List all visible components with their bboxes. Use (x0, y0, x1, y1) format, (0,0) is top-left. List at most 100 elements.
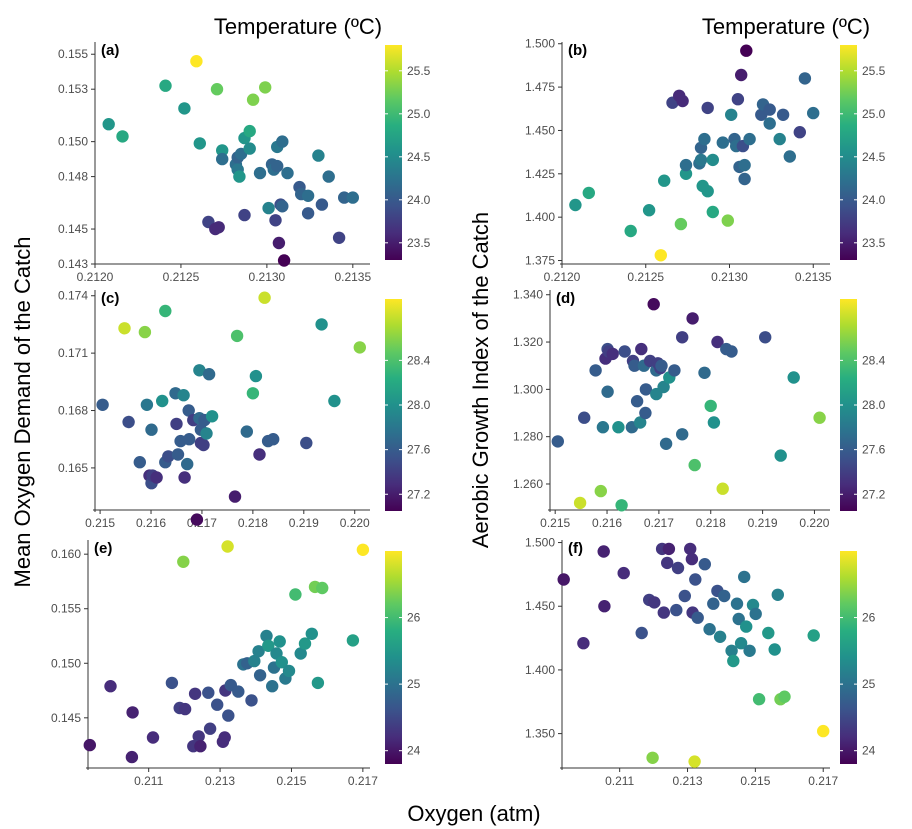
data-point (118, 322, 131, 335)
data-point (743, 644, 756, 657)
y-tick-label: 1.500 (525, 536, 555, 550)
y-tick-label: 0.145 (51, 711, 81, 725)
y-tick-label: 1.375 (525, 254, 555, 268)
data-point (674, 217, 688, 231)
colorbar-tick-label: 24 (407, 744, 421, 758)
x-tick-label: 0.2125 (163, 270, 200, 284)
y-tick-label: 1.340 (513, 288, 543, 302)
y-tick-label: 1.400 (525, 663, 555, 677)
data-point (740, 44, 753, 57)
data-point (202, 686, 215, 699)
y-tick-label: 0.153 (58, 82, 88, 96)
y-tick-label: 0.171 (58, 346, 88, 360)
data-point (356, 543, 370, 556)
data-point (740, 620, 753, 633)
panel-label: (d) (556, 290, 575, 307)
x-tick-label: 0.2135 (795, 270, 832, 284)
data-point (211, 698, 224, 711)
data-point (768, 643, 781, 656)
temperature-title-left: Temperature (ºC) (214, 14, 382, 39)
data-point (734, 637, 748, 650)
data-point (197, 438, 210, 452)
data-point (218, 731, 231, 744)
data-point (725, 108, 738, 122)
data-point (589, 364, 602, 377)
data-point (338, 191, 351, 204)
data-point (694, 153, 708, 167)
colorbar-tick-label: 28.0 (407, 398, 431, 412)
x-tick-label: 0.219 (748, 516, 778, 530)
data-point (698, 132, 711, 146)
data-point (294, 647, 307, 660)
data-point (689, 573, 702, 586)
colorbar-tick-label: 26 (862, 611, 876, 625)
data-point (178, 702, 192, 716)
data-point (192, 730, 205, 743)
data-point (601, 385, 614, 398)
data-point (171, 448, 185, 461)
data-point (713, 630, 727, 643)
data-point (648, 596, 661, 609)
data-point (150, 471, 163, 484)
data-point (346, 634, 360, 647)
data-point (612, 421, 625, 434)
data-point (787, 371, 800, 384)
y-tick-label: 0.145 (58, 222, 88, 236)
y-tick-label: 1.500 (525, 37, 555, 51)
y-tick-label: 0.160 (51, 547, 81, 561)
data-point (188, 687, 202, 700)
data-point (774, 449, 787, 462)
data-point (813, 411, 826, 424)
data-point (778, 690, 791, 703)
data-point (282, 664, 296, 678)
data-point (569, 198, 582, 212)
x-tick-label: 0.218 (696, 516, 726, 530)
y-tick-label: 1.450 (525, 123, 555, 137)
data-point (807, 106, 820, 120)
data-point (671, 561, 685, 575)
colorbar-tick-label: 23.5 (407, 236, 431, 250)
panel-c: 0.2150.2160.2170.2180.2190.2200.1650.168… (58, 289, 431, 530)
x-tick-label: 0.211 (605, 774, 634, 788)
y-tick-label: 1.400 (525, 210, 555, 224)
data-point (716, 482, 729, 495)
x-tick-label: 0.216 (136, 516, 166, 530)
x-tick-label: 0.2125 (627, 270, 664, 284)
data-point (752, 693, 766, 706)
panel-label: (a) (101, 42, 119, 59)
colorbar-gradient (840, 45, 857, 260)
data-point (125, 750, 139, 764)
data-point (271, 159, 284, 173)
y-tick-label: 0.155 (58, 47, 88, 61)
data-point (703, 623, 716, 636)
data-point (639, 406, 652, 420)
data-point (661, 556, 674, 570)
data-point (275, 656, 288, 669)
data-point (170, 417, 183, 431)
data-point (642, 204, 656, 217)
colorbar-tick-label: 27.6 (407, 443, 431, 457)
data-point (679, 167, 693, 180)
data-point (233, 170, 246, 183)
data-point (190, 55, 203, 68)
data-point (657, 380, 670, 394)
data-point (688, 458, 701, 472)
data-point (138, 325, 152, 339)
y-axis-title-right: Aerobic Growth Index of the Catch (468, 212, 493, 548)
data-point (668, 364, 681, 377)
panels: 0.2120 0.2125 0.2130 0.2135 0.143 0.145 0.148 0… (51, 37, 886, 788)
data-point (228, 490, 242, 503)
data-point (232, 685, 245, 698)
data-point (657, 606, 670, 619)
data-point (686, 312, 699, 325)
data-point (628, 359, 641, 372)
data-point (551, 435, 564, 448)
colorbar-gradient (840, 299, 857, 511)
data-point (582, 186, 595, 200)
data-point (212, 221, 225, 234)
data-point (691, 611, 704, 624)
data-point (353, 341, 366, 354)
data-point (162, 450, 175, 463)
